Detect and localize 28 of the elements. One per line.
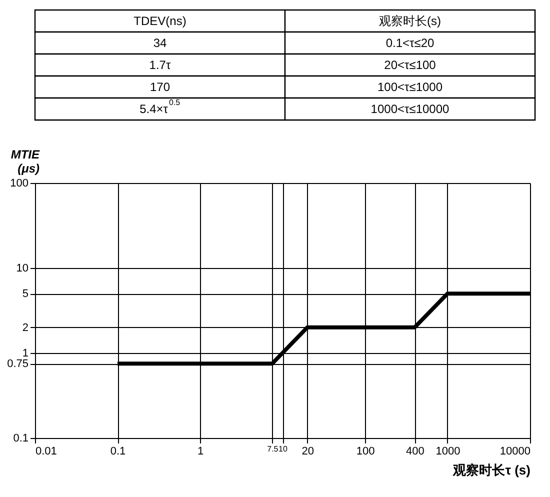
text: 1000<τ≤10000 <box>370 102 450 116</box>
x-tick-label: 400 <box>406 446 424 458</box>
text: 0.1<τ≤20 <box>386 36 434 50</box>
y-axis-title: MTIE (μs) <box>10 148 40 176</box>
y-tick-label: 10 <box>16 262 28 274</box>
y-tick-label: 1 <box>22 348 28 360</box>
y-tick-label: 2 <box>22 322 28 334</box>
x-tick-label: 0.1 <box>110 446 126 458</box>
text: 170 <box>150 80 170 94</box>
text: 34 <box>153 36 167 50</box>
y-tick-label: 5 <box>22 288 28 300</box>
category-label: 观察时长(s) <box>379 14 441 28</box>
y-tick-label: 0.75 <box>7 358 28 370</box>
x-tick-label: 20 <box>302 446 314 458</box>
text: 1.7τ <box>149 58 171 72</box>
y-tick-label: 0.1 <box>13 432 28 444</box>
category-label: TDEV(ns) <box>134 14 186 28</box>
x-tick-label: 7.5 <box>267 444 279 454</box>
x-tick-label: 10 <box>278 444 288 454</box>
y-tick-label: 100 <box>10 178 28 190</box>
x-axis-title: 观察时长τ (s) <box>452 462 530 478</box>
x-tick-label: 1000 <box>436 446 460 458</box>
x-tick-label: 0.01 <box>36 446 57 458</box>
x-tick-label: 100 <box>356 446 375 458</box>
x-tick-label: 1 <box>197 446 204 458</box>
text: 20<τ≤100 <box>384 58 436 72</box>
x-tick-label: 10000 <box>500 446 530 458</box>
text: 100<τ≤1000 <box>377 80 443 94</box>
